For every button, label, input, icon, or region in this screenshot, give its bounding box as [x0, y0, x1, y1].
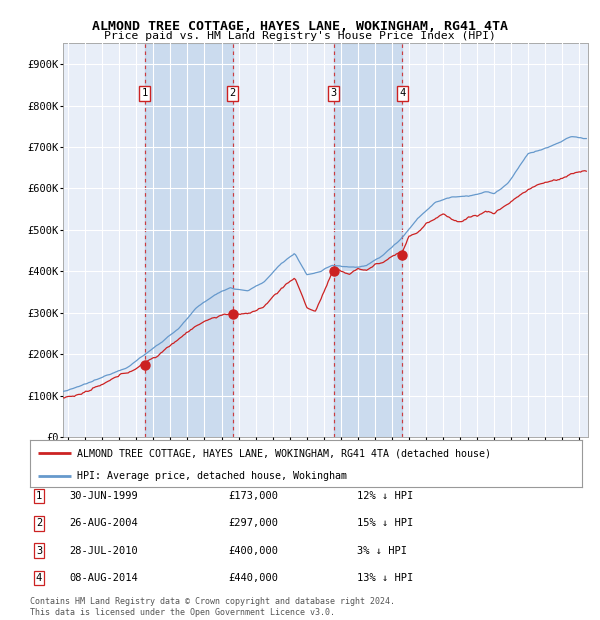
Text: 30-JUN-1999: 30-JUN-1999 — [69, 491, 138, 501]
Text: 1: 1 — [36, 491, 42, 501]
Text: 15% ↓ HPI: 15% ↓ HPI — [357, 518, 413, 528]
Text: 26-AUG-2004: 26-AUG-2004 — [69, 518, 138, 528]
Text: 2: 2 — [230, 88, 236, 98]
Text: 08-AUG-2014: 08-AUG-2014 — [69, 573, 138, 583]
Text: ALMOND TREE COTTAGE, HAYES LANE, WOKINGHAM, RG41 4TA: ALMOND TREE COTTAGE, HAYES LANE, WOKINGH… — [92, 20, 508, 33]
Text: 3: 3 — [331, 88, 337, 98]
Text: Contains HM Land Registry data © Crown copyright and database right 2024.
This d: Contains HM Land Registry data © Crown c… — [30, 598, 395, 617]
Text: 28-JUL-2010: 28-JUL-2010 — [69, 546, 138, 556]
Text: Price paid vs. HM Land Registry's House Price Index (HPI): Price paid vs. HM Land Registry's House … — [104, 31, 496, 41]
Bar — [145, 43, 233, 437]
Bar — [334, 43, 402, 437]
Text: £400,000: £400,000 — [228, 546, 278, 556]
Text: £440,000: £440,000 — [228, 573, 278, 583]
Text: 3% ↓ HPI: 3% ↓ HPI — [357, 546, 407, 556]
Text: 1: 1 — [142, 88, 148, 98]
Text: 13% ↓ HPI: 13% ↓ HPI — [357, 573, 413, 583]
Text: 3: 3 — [36, 546, 42, 556]
Text: 4: 4 — [399, 88, 406, 98]
Text: £173,000: £173,000 — [228, 491, 278, 501]
Text: ALMOND TREE COTTAGE, HAYES LANE, WOKINGHAM, RG41 4TA (detached house): ALMOND TREE COTTAGE, HAYES LANE, WOKINGH… — [77, 448, 491, 458]
Text: 12% ↓ HPI: 12% ↓ HPI — [357, 491, 413, 501]
Text: £297,000: £297,000 — [228, 518, 278, 528]
Text: 2: 2 — [36, 518, 42, 528]
Text: HPI: Average price, detached house, Wokingham: HPI: Average price, detached house, Woki… — [77, 471, 347, 482]
Text: 4: 4 — [36, 573, 42, 583]
